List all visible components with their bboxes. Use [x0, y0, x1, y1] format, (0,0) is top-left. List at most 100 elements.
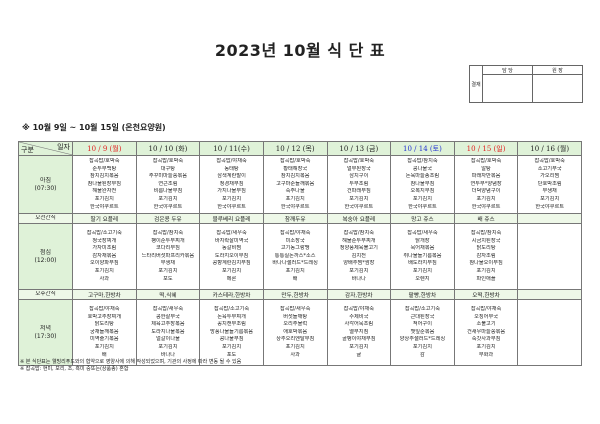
menu-cell: 잡곡밥/호박죽 순두부백탕 참치김치볶음 참나물된장무침 해물완자전 포기김치 한국야쿠르트 [72, 154, 137, 215]
menu-item: 포기김치 [349, 344, 369, 351]
menu-item: 두부조림 [349, 180, 369, 187]
menu-item: 김치전 [351, 252, 366, 259]
menu-item: 한국야쿠르트 [471, 203, 501, 210]
menu-item: 상추오리엔탈무침 [276, 336, 315, 343]
menu-item: 포기김치 [222, 344, 242, 351]
menu-cell: 고구마,한방차 [72, 289, 137, 301]
menu-item: 연두부*양념장 [470, 180, 502, 187]
menu-cell: 잡곡밥/참치죽 콩나물국 돈육마늘종조림 참나물무침 오복지무침 포기김치 한국야쿠르트 [390, 154, 455, 215]
day-header: 10 / 9 (월) [72, 141, 137, 156]
menu-cell: 블루베리 요플레 [199, 213, 264, 225]
menu-item: 해물완자전 [92, 188, 117, 195]
menu-cell: 잡곡밥/호박죽 알탕 파래자반볶음 연두부*양념장 더덕양념구이 포기김치 한국야쿠르트 [453, 154, 519, 215]
menu-cell: 망고 쥬스 [390, 213, 455, 225]
menu-item: 포기김치 [349, 268, 369, 275]
menu-item: 미역줄기볶음 [89, 336, 119, 343]
menu-item: 사과 [99, 275, 110, 282]
menu-cell [517, 299, 582, 367]
menu-item: 귤 [356, 351, 362, 358]
approval-sign-manager [482, 74, 533, 103]
menu-item: 포기김치 [476, 268, 496, 275]
menu-item: 포기김치 [412, 195, 432, 202]
menu-item: 포기김치 [158, 344, 178, 351]
menu-item: 청양풍제육불고기 [339, 245, 378, 252]
menu-item: 얼무된장국 [346, 165, 371, 172]
menu-item: 감 [420, 351, 425, 358]
menu-item: 포기김치 [94, 195, 114, 202]
approval-label: 결재 [469, 65, 483, 103]
page-title: 2023년 10월 식 단 표 [214, 41, 386, 60]
menu-item: 오리주물럭 [283, 321, 308, 328]
menu-item: 오이양파무침 [89, 260, 119, 267]
menu-item: 포기김치 [158, 268, 178, 275]
menu-item: 참치김치볶음 [89, 173, 119, 180]
menu-item: 포기김치 [412, 344, 432, 351]
meal-time: (12:00) [34, 256, 57, 264]
footnotes: ※ 본 식단표는 웰빙리푸드와의 협약으로 영양사에 의해 작성되었으며, 기관… [20, 359, 241, 373]
menu-item: 포기김치 [158, 195, 178, 202]
menu-cell: 잡곡밥/참치죽 팽이순두부찌개 코다리무침 느타리버섯파프리카볶음 무생채 포기김치 포도 [135, 223, 201, 291]
menu-item: 근대된장국 [410, 313, 435, 320]
menu-cell: 잡곡밥/호박죽 소고기무국 가오리찜 단호박조림 무생채 포기김치 한국야쿠르트 [517, 154, 582, 215]
snack-row: 오전간식 딸기 요플레 검은콩 두유 블루베리 요플레 참깨두유 복숭아 요플레 망고 쥬스… [18, 213, 582, 225]
menu-item: 잡곡밥/참치죽 [152, 230, 184, 237]
menu-item: 돈육두부찌개 [217, 313, 246, 320]
menu-item: 깻잎순볶음 [410, 328, 435, 335]
menu-item: 포기김치 [349, 195, 369, 202]
menu-item: 도라지오이무침 [214, 252, 249, 259]
menu-item: 한국야쿠르트 [408, 203, 437, 210]
corner-date-label: 일자 [57, 143, 70, 151]
approval-col-director: 원 장 [532, 65, 583, 75]
menu-item: 콩나물국 [412, 165, 432, 172]
menu-item: 얼갈이나물 [156, 336, 180, 343]
menu-item: 황태해장국 [283, 165, 308, 172]
menu-item: 삼치구이 [349, 173, 369, 180]
menu-item: 연근조림 [158, 180, 178, 187]
menu-item: 애호박볶음 [283, 328, 308, 335]
menu-item: 잡곡밥/참치죽 [343, 230, 374, 237]
menu-item: 단호박조림 [537, 180, 562, 187]
menu-item: 꽁치캔무조림 [217, 321, 246, 328]
menu-cell: 잡곡밥/야채죽 미소장국 고기동그랑땡 통통실돈까스*소스 바나나샐러드*드레싱 포기김치… [262, 223, 328, 291]
menu-item: 오복지무침 [410, 188, 435, 195]
row-label: 저녁 (17:30) [18, 299, 73, 367]
menu-item: 호박고추장찌개 [87, 313, 122, 320]
menu-cell: 잡곡밥/소고기죽 청국장찌개 가자미조림 감자채볶음 오이양파무침 포기김치 사과 [72, 223, 137, 291]
meal-row: 점심 (12:00) 잡곡밥/소고기죽 청국장찌개 가자미조림 감자채볶음 오이양파무침 포기… [18, 223, 582, 291]
menu-cell: 잡곡밥/소고기죽 돈육두부찌개 꽁치캔무조림 방풍나물들기름볶음 콩나물무침 포기김치 포도 [199, 299, 264, 367]
menu-item: 포도 [226, 351, 237, 358]
menu-item: 포기김치 [412, 268, 432, 275]
day-header: 10 / 13 (금) [326, 141, 392, 156]
snack-row: 오후간식 고구마,한방차 떡,식혜 카스테라,한방차 만두,한방차 감자,한방차 팥빵,한방… [18, 289, 582, 301]
menu-item: 청경채무침 [219, 180, 244, 187]
approval-box: 결재 담 당 원 장 [469, 65, 583, 103]
menu-item: 포기김치 [476, 344, 496, 351]
menu-cell: 검은콩 두유 [135, 213, 201, 225]
menu-cell: 잡곡밥/소고기죽 근대된장국 적어구이 깻잎순볶음 양상추샐러드*드레싱 포기김치 감 [390, 299, 455, 367]
menu-item: 포기김치 [540, 195, 560, 202]
header-row: 일자 구분 10 / 9 (월) 10 / 10 (화) 10 / 11(수) 10 … [18, 141, 582, 156]
menu-item: 느타리버섯파프리카볶음 [141, 252, 195, 259]
menu-item: 소불고기 [476, 321, 496, 328]
menu-item: 배 [101, 351, 107, 358]
menu-item: 가오리찜 [540, 173, 560, 180]
menu-item: 묵어채볶음 [410, 245, 435, 252]
menu-item: 포기김치 [94, 344, 114, 351]
menu-item: 열무지짐 [349, 328, 369, 335]
footnote: ※ 잡곡밥: 현미, 보리, 조, 흑미 중또는(상품종) 혼합 [20, 366, 129, 372]
menu-item: 포기김치 [285, 344, 305, 351]
menu-item: 한국야쿠르트 [89, 203, 119, 210]
menu-item: 고구마순들깨볶음 [276, 180, 315, 187]
menu-cell: 배 쥬스 [453, 213, 519, 225]
menu-item: 포도 [163, 275, 173, 282]
menu-item: 콩나물무침 [219, 336, 244, 343]
menu-item: 취나물들기름볶음 [403, 252, 442, 259]
menu-item: 청국장찌개 [92, 237, 117, 244]
menu-item: 동태탕 [224, 165, 239, 172]
day-header: 10 / 10 (화) [135, 141, 201, 156]
menu-item: 해물순두부찌개 [342, 237, 376, 244]
menu-item: 동갈비찜 [222, 245, 242, 252]
menu-item: 잡곡밥/호박죽 [470, 158, 502, 164]
menu-item: 사과 [290, 351, 300, 358]
menu-item: 가자미조림 [92, 245, 117, 252]
